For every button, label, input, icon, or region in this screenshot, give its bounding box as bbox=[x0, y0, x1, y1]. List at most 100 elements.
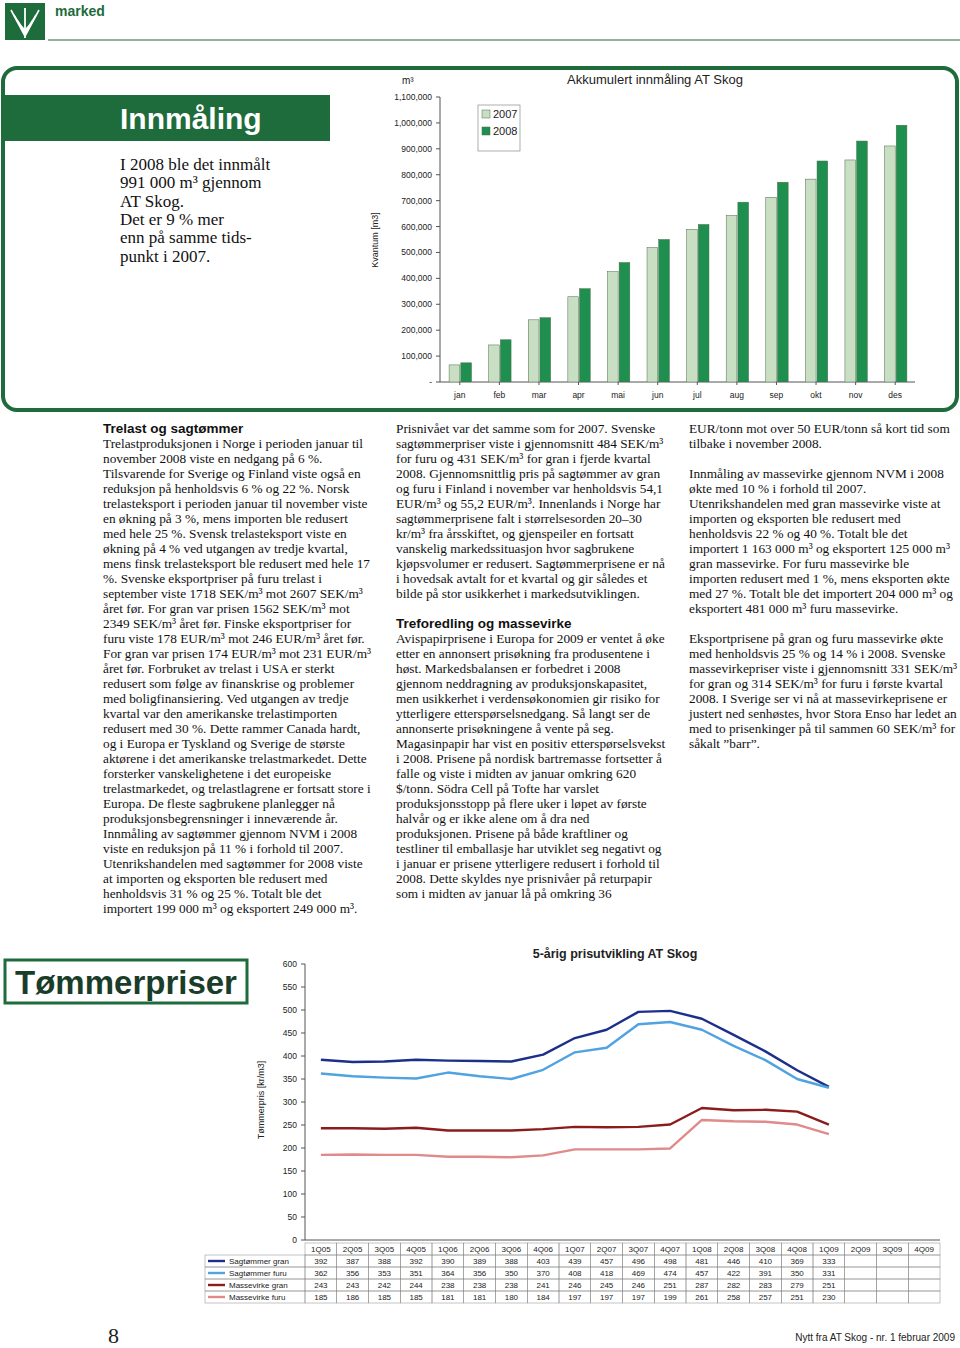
table-cell bbox=[464, 1291, 496, 1303]
tick bbox=[697, 382, 698, 385]
table-cell bbox=[464, 1243, 496, 1255]
table-cell bbox=[654, 1243, 686, 1255]
table-cell bbox=[496, 1255, 528, 1267]
tick bbox=[301, 1148, 305, 1149]
table-cell bbox=[877, 1255, 909, 1267]
tick bbox=[301, 1079, 305, 1080]
table-cell bbox=[813, 1291, 845, 1303]
table-cell bbox=[337, 1267, 369, 1279]
table-cell bbox=[750, 1279, 782, 1291]
legend-label: Massevirke gran bbox=[229, 1281, 288, 1290]
sidebar-text: Det er 9 % mer bbox=[120, 210, 224, 229]
tick bbox=[459, 382, 460, 385]
price-line bbox=[321, 1120, 829, 1157]
tick bbox=[436, 356, 440, 357]
table-value: 238 bbox=[473, 1281, 487, 1290]
tick bbox=[736, 382, 737, 385]
table-cell bbox=[305, 1279, 337, 1291]
category-label: 1Q06 bbox=[438, 1245, 458, 1254]
table-value: 283 bbox=[759, 1281, 773, 1290]
bar bbox=[568, 297, 579, 382]
bar bbox=[607, 272, 618, 382]
tick bbox=[436, 382, 440, 383]
table-cell bbox=[591, 1243, 623, 1255]
tick-label: 400 bbox=[283, 1051, 297, 1061]
table-cell bbox=[496, 1243, 528, 1255]
table-cell bbox=[559, 1255, 591, 1267]
table-cell bbox=[527, 1243, 559, 1255]
table-cell bbox=[718, 1291, 750, 1303]
table-value: 362 bbox=[314, 1269, 328, 1278]
table-value: 418 bbox=[600, 1269, 614, 1278]
tick bbox=[657, 382, 658, 385]
table-cell bbox=[591, 1291, 623, 1303]
tick bbox=[816, 382, 817, 385]
tick-label: 400,000 bbox=[401, 273, 432, 283]
bar bbox=[817, 161, 828, 382]
table-value: 238 bbox=[505, 1281, 519, 1290]
tick bbox=[301, 1010, 305, 1011]
bar bbox=[528, 320, 539, 382]
category-label: jan bbox=[453, 390, 466, 400]
table-cell bbox=[337, 1243, 369, 1255]
table-cell bbox=[908, 1243, 940, 1255]
category-label: 3Q08 bbox=[756, 1245, 776, 1254]
table-cell bbox=[654, 1291, 686, 1303]
category-label: 1Q08 bbox=[692, 1245, 712, 1254]
paragraph: Innmåling av massevirke gjennom NVM i 20… bbox=[689, 466, 960, 616]
table-cell bbox=[591, 1267, 623, 1279]
table-cell bbox=[305, 1243, 337, 1255]
section-title: Tømmerpriser bbox=[15, 964, 237, 1001]
page: markedInnmålingI 2008 ble det innmålt991… bbox=[0, 0, 960, 1348]
table-cell bbox=[623, 1243, 655, 1255]
price-line bbox=[321, 1108, 829, 1131]
table-value: 439 bbox=[568, 1257, 582, 1266]
tick-label: 300 bbox=[283, 1097, 297, 1107]
table-value: 333 bbox=[822, 1257, 836, 1266]
tick bbox=[301, 1056, 305, 1057]
table-cell bbox=[527, 1279, 559, 1291]
table-cell bbox=[527, 1267, 559, 1279]
table-cell bbox=[877, 1243, 909, 1255]
table-cell bbox=[432, 1279, 464, 1291]
table-value: 403 bbox=[536, 1257, 550, 1266]
category-label: mar bbox=[532, 390, 547, 400]
table-value: 474 bbox=[663, 1269, 677, 1278]
category-label: 3Q09 bbox=[883, 1245, 903, 1254]
bar bbox=[449, 365, 460, 382]
table-cell bbox=[496, 1267, 528, 1279]
table-cell bbox=[305, 1255, 337, 1267]
tick bbox=[301, 987, 305, 988]
line-chart: 5-årig prisutvikling AT SkogTømmerpris [… bbox=[205, 947, 940, 1303]
category-label: 4Q07 bbox=[660, 1245, 680, 1254]
table-value: 496 bbox=[632, 1257, 646, 1266]
logo-stroke bbox=[24, 8, 26, 38]
table-cell bbox=[781, 1255, 813, 1267]
table-cell bbox=[750, 1255, 782, 1267]
article: Trelast og sagtømmerTrelastproduksjonen … bbox=[103, 421, 960, 921]
lines bbox=[321, 1011, 829, 1157]
bar bbox=[489, 345, 500, 382]
table-cell bbox=[813, 1267, 845, 1279]
tick bbox=[436, 122, 440, 123]
table-cell bbox=[845, 1243, 877, 1255]
tick-label: 200 bbox=[283, 1143, 297, 1153]
table-value: 353 bbox=[378, 1269, 392, 1278]
category-label: 4Q08 bbox=[787, 1245, 807, 1254]
category-label: 4Q05 bbox=[406, 1245, 426, 1254]
title-box bbox=[5, 95, 330, 141]
sidebar-text: enn på samme tids- bbox=[120, 228, 252, 247]
table-cell bbox=[432, 1267, 464, 1279]
legend-label: Sagtømmer furu bbox=[229, 1269, 287, 1278]
bar bbox=[619, 263, 630, 382]
tick bbox=[436, 200, 440, 201]
table-cell bbox=[908, 1255, 940, 1267]
tick-label: 1,000,000 bbox=[394, 118, 432, 128]
table-cell bbox=[686, 1291, 718, 1303]
table-cell bbox=[718, 1279, 750, 1291]
y-axis bbox=[440, 97, 441, 382]
table-value: 356 bbox=[473, 1269, 487, 1278]
tick-label: 350 bbox=[283, 1074, 297, 1084]
tick-label: 700,000 bbox=[401, 196, 432, 206]
publication: Nytt fra AT Skog - nr. 1 februar 2009 bbox=[795, 1332, 955, 1343]
